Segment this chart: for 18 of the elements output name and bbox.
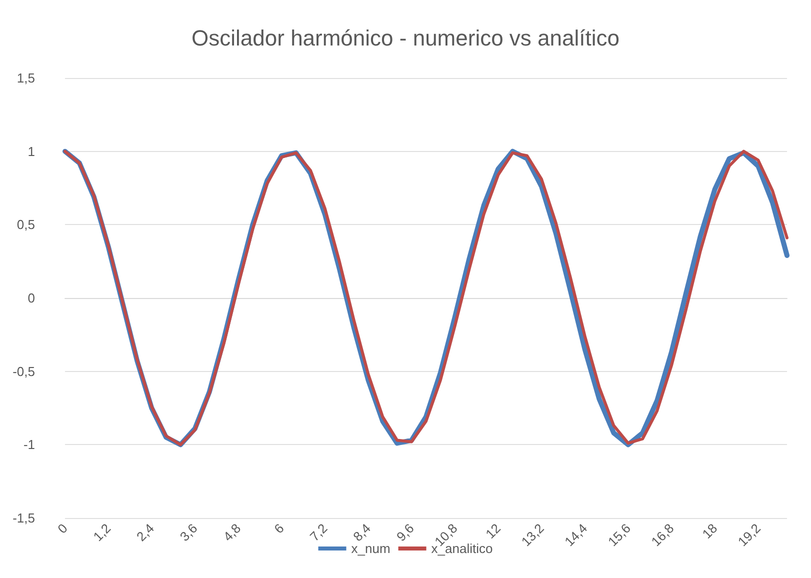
y-tick-label: 1,5 [16,70,35,86]
x-tick-label: 18 [699,520,720,542]
y-tick-label: 1 [28,144,35,159]
y-tick-label: -0,5 [12,364,35,379]
x-tick-label: 2,4 [134,520,157,544]
x-tick-label: 0 [54,520,70,536]
y-tick-label: -1,5 [12,510,35,526]
y-tick-label: -1 [23,437,35,452]
x-tick-label: 9,6 [393,520,417,544]
x-tick-label: 12 [482,520,504,542]
y-tick-label: 0,5 [16,217,35,232]
chart-title: Oscilador harmónico - numerico vs analítico [192,26,620,50]
x-tick-label: 4,8 [220,520,244,544]
y-tick-label: 0 [28,290,35,306]
x-tick-label: 1,2 [90,520,114,544]
x-tick-label: 3,6 [176,520,200,544]
x-tick-label: 6 [271,520,287,536]
x-tick-label: 7,2 [306,520,330,544]
